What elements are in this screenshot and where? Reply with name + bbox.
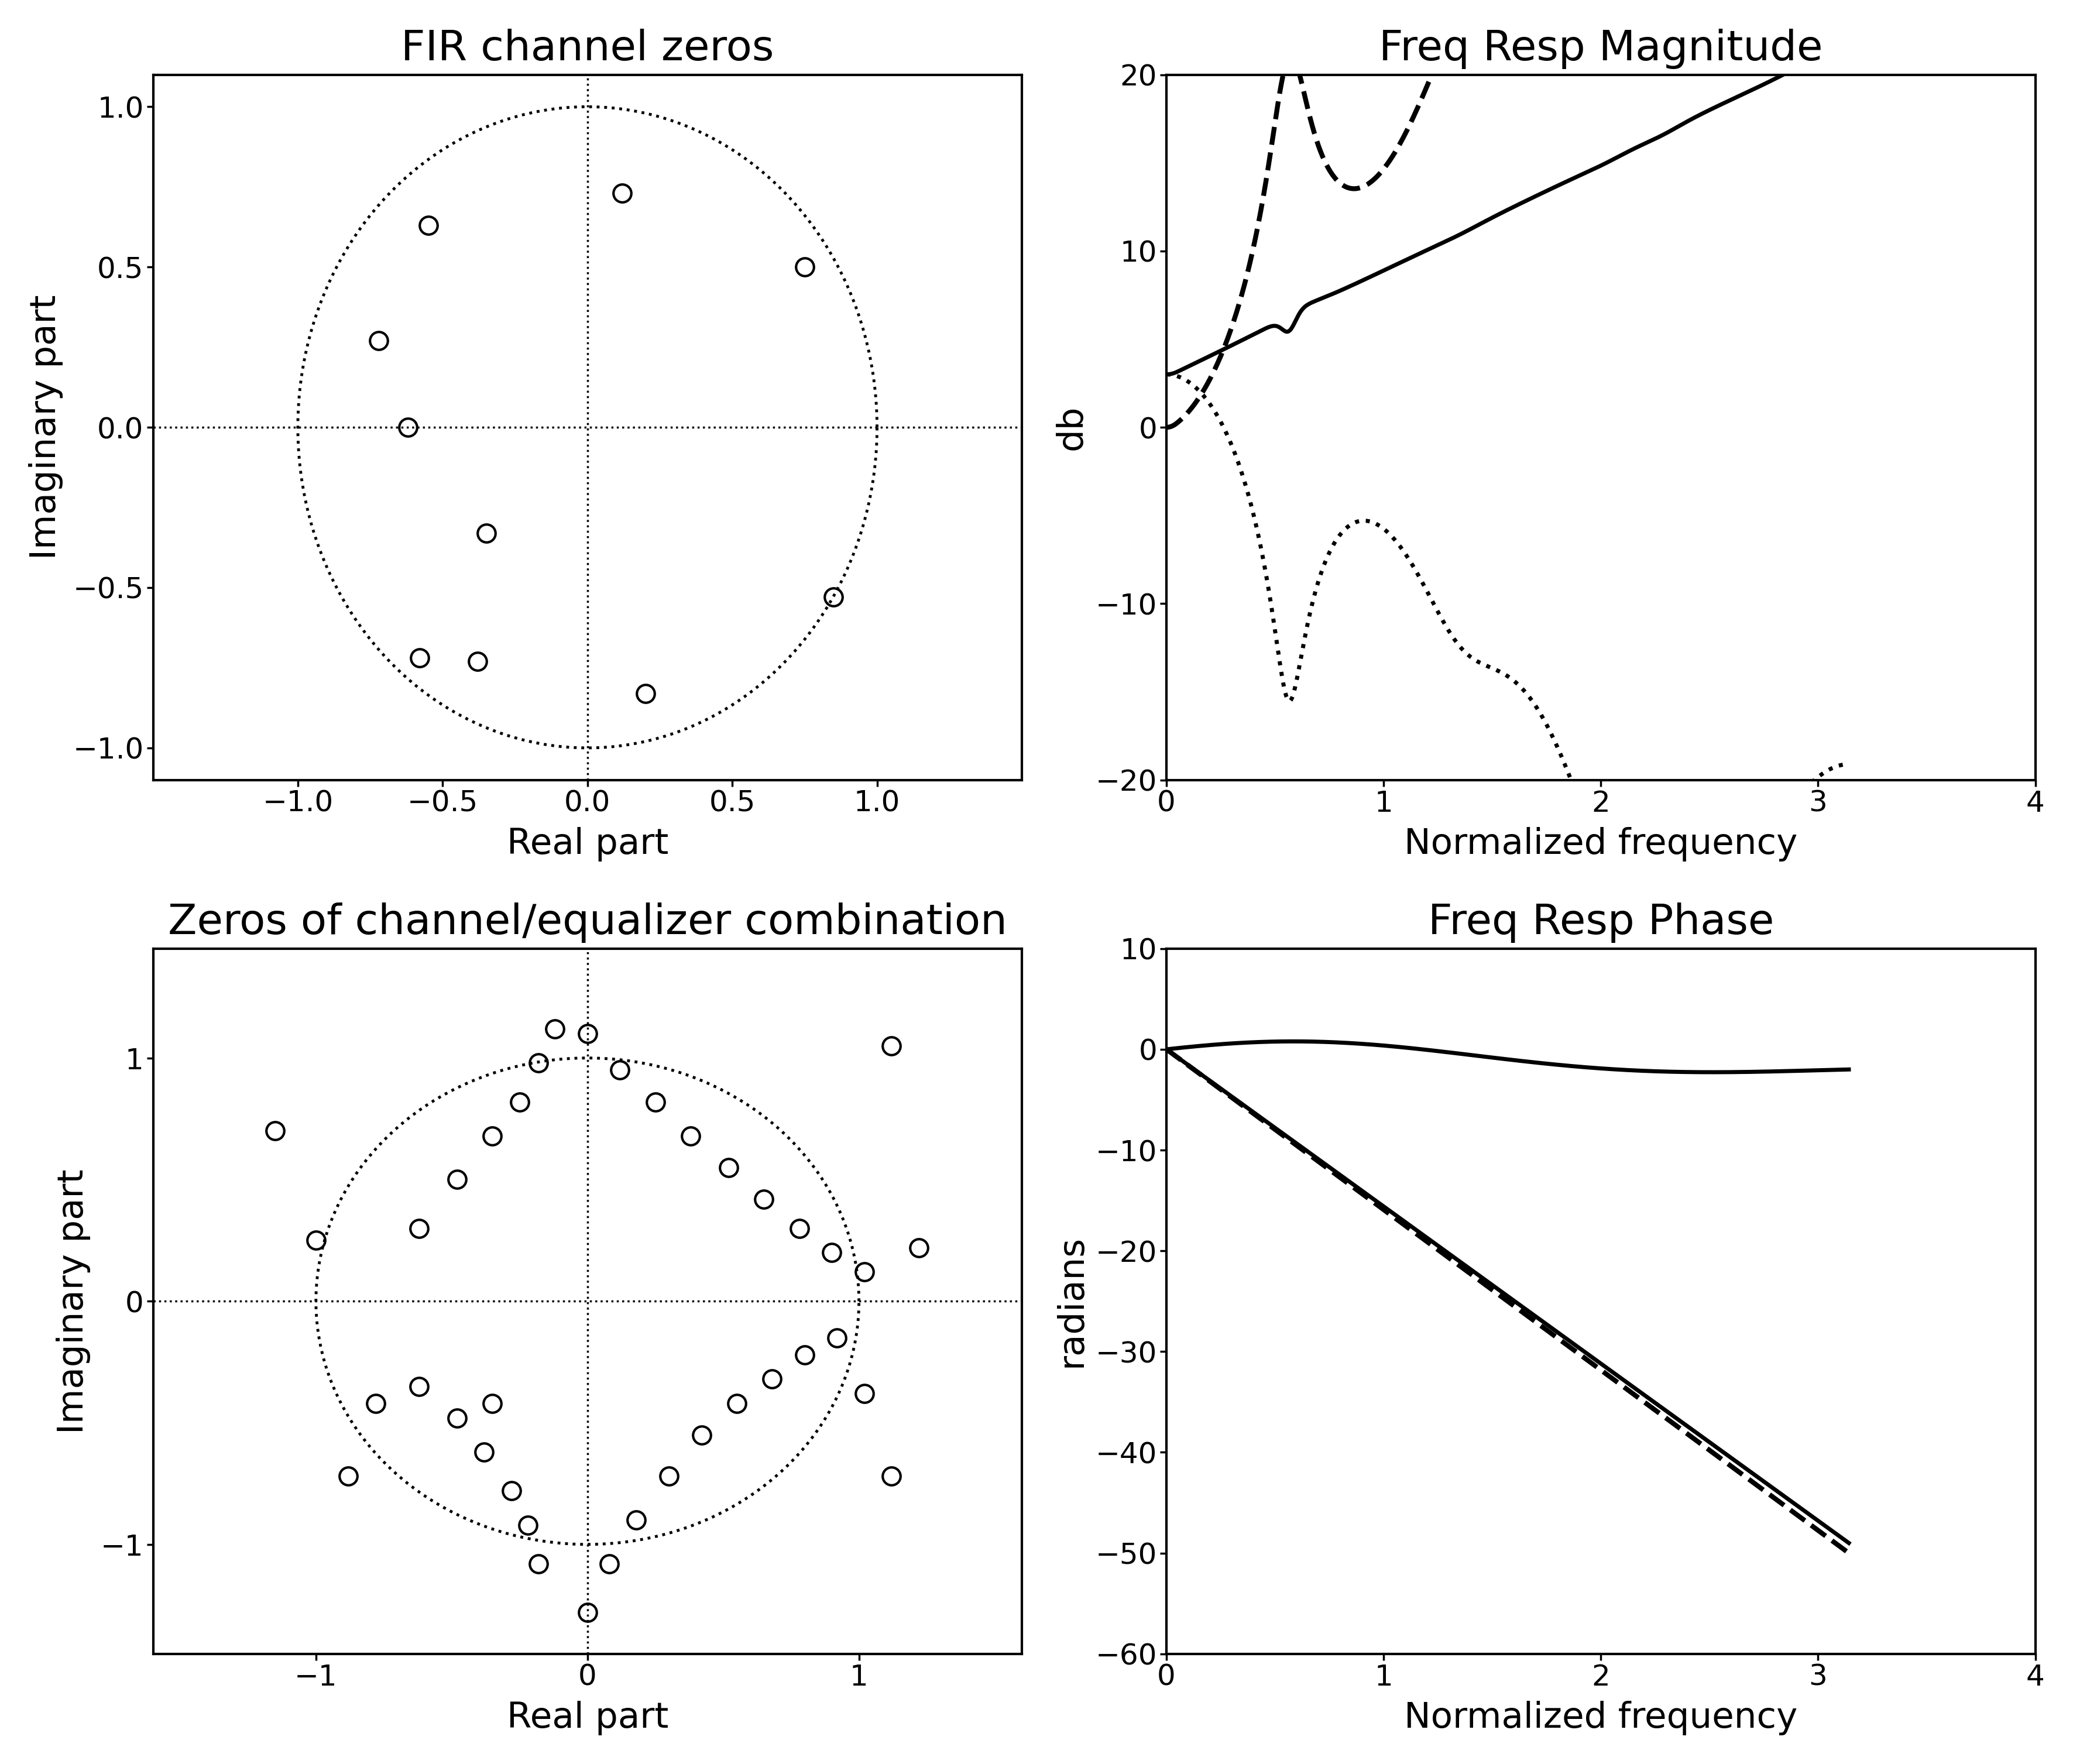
channel bbox=[1374, 522, 1399, 543]
combined bbox=[1167, 360, 1192, 381]
channel bbox=[1837, 753, 1862, 774]
Y-axis label: db: db bbox=[1055, 404, 1088, 450]
channel bbox=[1735, 822, 1760, 843]
Title: Zeros of channel/equalizer combination: Zeros of channel/equalizer combination bbox=[168, 903, 1007, 942]
equalizer bbox=[1167, 409, 1192, 430]
combined bbox=[1484, 205, 1509, 226]
X-axis label: Normalized frequency: Normalized frequency bbox=[1403, 1700, 1797, 1736]
Title: Freq Resp Magnitude: Freq Resp Magnitude bbox=[1379, 28, 1822, 69]
X-axis label: Normalized frequency: Normalized frequency bbox=[1403, 827, 1797, 861]
Line: combined: combined bbox=[1167, 44, 1849, 374]
Y-axis label: Imaginary part: Imaginary part bbox=[29, 295, 62, 559]
Line: channel: channel bbox=[1167, 374, 1849, 921]
Title: FIR channel zeros: FIR channel zeros bbox=[400, 28, 773, 69]
combined bbox=[1837, 34, 1862, 55]
channel bbox=[1167, 367, 1192, 388]
combined bbox=[1374, 258, 1399, 279]
combined bbox=[1700, 99, 1725, 120]
Y-axis label: Imaginary part: Imaginary part bbox=[56, 1170, 91, 1434]
Title: Freq Resp Phase: Freq Resp Phase bbox=[1428, 903, 1774, 942]
Y-axis label: radians: radians bbox=[1055, 1235, 1088, 1367]
channel bbox=[1700, 847, 1725, 868]
equalizer bbox=[1155, 416, 1180, 437]
equalizer bbox=[1420, 62, 1445, 83]
X-axis label: Real part: Real part bbox=[506, 827, 668, 861]
combined bbox=[1735, 81, 1760, 102]
Line: equalizer: equalizer bbox=[1167, 0, 1849, 427]
X-axis label: Real part: Real part bbox=[506, 1700, 668, 1736]
channel bbox=[1155, 363, 1180, 385]
channel bbox=[1420, 591, 1445, 612]
channel bbox=[1646, 910, 1671, 931]
channel bbox=[1484, 660, 1509, 681]
combined bbox=[1155, 363, 1180, 385]
combined bbox=[1420, 236, 1445, 258]
equalizer bbox=[1374, 153, 1399, 175]
